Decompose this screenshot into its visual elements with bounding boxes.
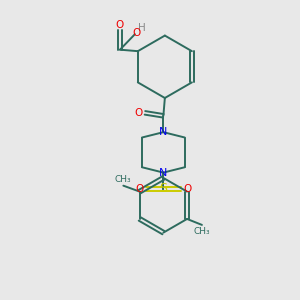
Text: O: O [115,20,124,30]
Text: N: N [159,127,168,137]
Text: CH₃: CH₃ [115,175,131,184]
Text: O: O [132,28,140,38]
Text: O: O [134,108,142,118]
Text: H: H [137,23,145,33]
Text: S: S [159,182,167,195]
Text: O: O [183,184,191,194]
Text: N: N [159,168,168,178]
Text: CH₃: CH₃ [194,227,211,236]
Text: O: O [136,184,144,194]
